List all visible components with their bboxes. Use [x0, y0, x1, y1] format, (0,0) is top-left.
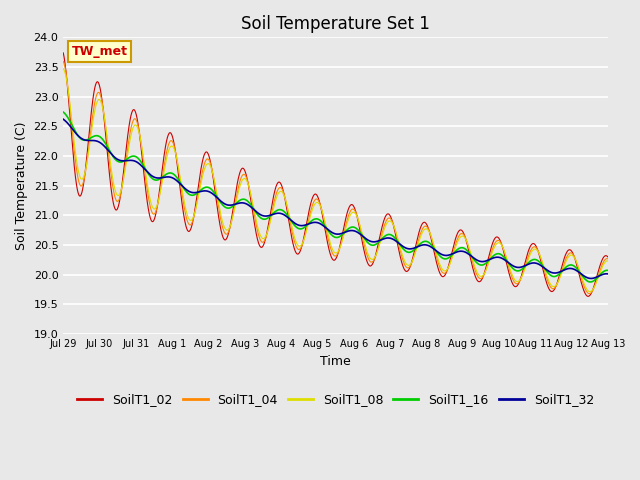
- Title: Soil Temperature Set 1: Soil Temperature Set 1: [241, 15, 430, 33]
- Y-axis label: Soil Temperature (C): Soil Temperature (C): [15, 121, 28, 250]
- Legend: SoilT1_02, SoilT1_04, SoilT1_08, SoilT1_16, SoilT1_32: SoilT1_02, SoilT1_04, SoilT1_08, SoilT1_…: [72, 388, 599, 411]
- X-axis label: Time: Time: [320, 355, 351, 368]
- Text: TW_met: TW_met: [72, 45, 127, 58]
